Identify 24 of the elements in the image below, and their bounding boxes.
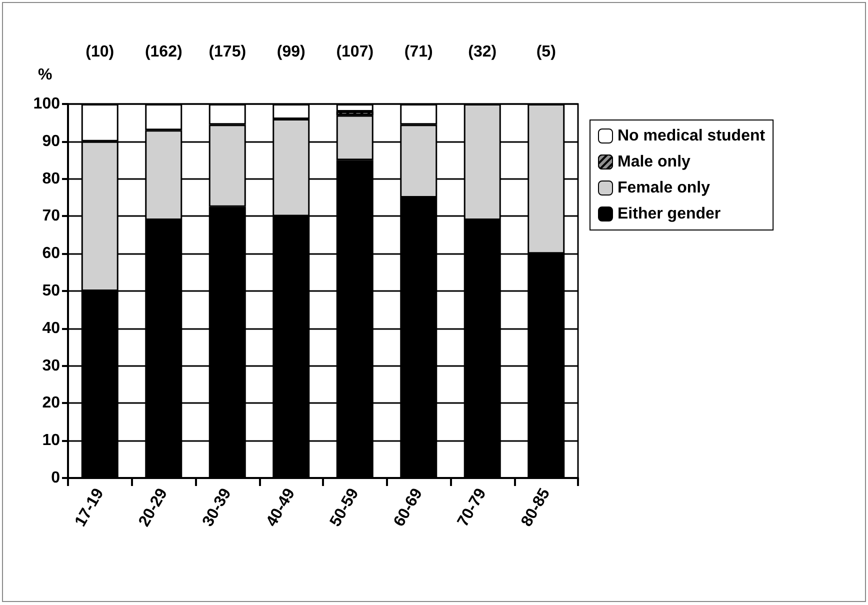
text: (99) <box>276 44 306 60</box>
y-tick-label: 50 <box>42 282 60 300</box>
y-tick-label: 100 <box>33 96 60 112</box>
y-tick-label: 70 <box>42 208 60 225</box>
y-tick-label: 10 <box>42 432 60 450</box>
text: (162) <box>144 44 182 60</box>
text: (175) <box>208 44 246 60</box>
y-tick-label: 60 <box>42 245 60 262</box>
text: (107) <box>336 44 374 60</box>
y-axis-title: % <box>38 66 52 84</box>
text: (10) <box>86 44 114 60</box>
text: (71) <box>404 44 433 60</box>
y-tick-label: 40 <box>42 320 60 337</box>
legend-label: Either gender <box>618 206 721 222</box>
text: (32) <box>468 44 497 60</box>
y-tick-label: 20 <box>42 394 60 412</box>
y-tick-label: 30 <box>42 357 60 374</box>
legend-label: Female only <box>618 180 710 196</box>
legend-label: No medical student <box>618 128 766 144</box>
legend-label: Male only <box>618 154 691 170</box>
y-tick-label: 90 <box>42 132 60 150</box>
text: (5) <box>536 44 556 60</box>
y-tick-label: 80 <box>42 170 60 188</box>
y-tick-label: 0 <box>51 470 60 486</box>
